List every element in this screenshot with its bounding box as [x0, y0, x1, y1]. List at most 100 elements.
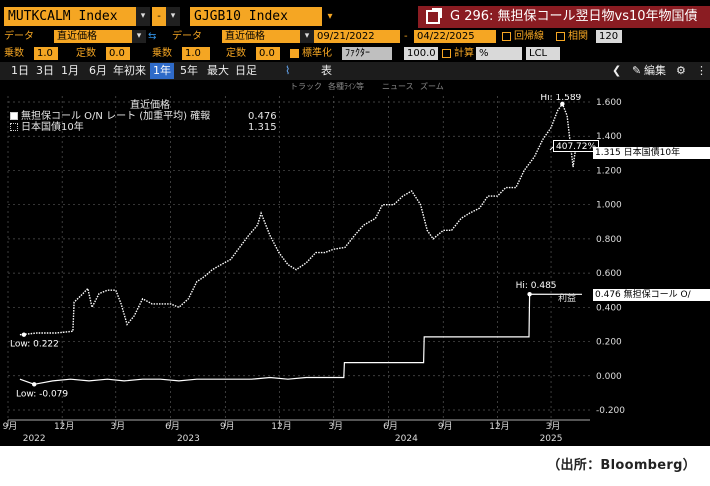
y-tick-label: 0.000: [596, 372, 622, 382]
period-button-5[interactable]: 1年: [150, 63, 174, 79]
y-tick-label: 1.400: [596, 132, 622, 142]
ticker1-input[interactable]: MUTKCALM Index: [4, 7, 136, 26]
jgb-hi-marker: [560, 101, 565, 107]
period-button-4[interactable]: 年初来: [113, 64, 146, 77]
period-button-2[interactable]: 1月: [61, 64, 79, 77]
gear-icon[interactable]: ⚙: [676, 64, 686, 77]
mult-label-2: 乗数: [152, 48, 172, 59]
factor-controls-row: 乗数 1.0 定数 0.0 乗数 1.0 定数 0.0 標準化 ﾌｧｸﾀｰ 10…: [0, 45, 710, 62]
const-input-2[interactable]: 0.0: [256, 47, 280, 60]
legend-value-jgb: 1.315: [248, 122, 277, 133]
y-tick-label: 0.600: [596, 269, 622, 279]
series-line-jgb: [19, 102, 583, 336]
data-select-1[interactable]: 直近価格: [54, 30, 132, 43]
more-icon[interactable]: ⋮: [696, 64, 707, 77]
y-tick-label: 0.200: [596, 338, 622, 348]
period-button-0[interactable]: 1日: [11, 64, 29, 77]
data-select-1-chevron-icon[interactable]: ▾: [132, 30, 146, 43]
legend-name-call: 無担保コール O/N レート (加重平均) 確報: [21, 111, 211, 122]
data-label-1: データ: [4, 31, 34, 42]
pct-change-tag: 407.72%: [553, 140, 600, 152]
bloomberg-terminal: MUTKCALM Index ▾ - ▾ GJGB10 Index ▾ G 29…: [0, 0, 710, 446]
jgb-hi-label: Hi: 1.589: [540, 94, 581, 103]
mult-input-1[interactable]: 1.0: [34, 47, 58, 60]
calc-label: 計算: [454, 48, 474, 59]
period-button-6[interactable]: 5年: [180, 64, 198, 77]
price-chart[interactable]: 1.600 1.400 1.200 1.000 0.800 0.600 0.400 0.200…: [0, 94, 710, 446]
data-select-2-chevron-icon[interactable]: ▾: [300, 30, 314, 43]
period-button-3[interactable]: 6月: [89, 64, 107, 77]
regression-checkbox[interactable]: [502, 32, 511, 41]
normalize-select[interactable]: ﾌｧｸﾀｰ: [342, 47, 392, 60]
source-note: （出所：Bloomberg）: [547, 458, 696, 473]
x-tick-label: 9月: [438, 421, 453, 432]
call-low-label: Low: -0.079: [16, 389, 68, 399]
x-tick-label: 3月: [110, 421, 125, 432]
normalize-value-input[interactable]: 100.0: [404, 47, 438, 60]
ticker1-dropdown-icon[interactable]: ▾: [136, 7, 150, 26]
ticker2-dropdown-icon[interactable]: ▾: [324, 7, 336, 26]
ticker2-input[interactable]: GJGB10 Index: [190, 7, 322, 26]
const-label-2: 定数: [226, 48, 246, 59]
call-hi-marker: [527, 291, 532, 297]
chart-legend: 直近価格 無担保コール O/N レート (加重平均) 確報 0.476 日本国債…: [10, 100, 277, 133]
year-label: 2023: [177, 434, 200, 444]
x-tick-label: 3月: [546, 421, 561, 432]
call-hi-label: Hi: 0.485: [516, 281, 557, 291]
period-button-8[interactable]: 日足: [235, 64, 257, 77]
chart-title: G 296: 無担保コール翌日物vs10年物国債: [450, 9, 698, 24]
correlation-period-input[interactable]: 120: [596, 30, 622, 43]
call-last-tag: 0.476 無担保コール O/: [593, 289, 710, 301]
rieki-label: 利益: [558, 294, 577, 304]
date-end-input[interactable]: 04/22/2025: [414, 30, 496, 43]
jgb-last-tag: 1.315 日本国債10年: [593, 147, 710, 159]
calc-select[interactable]: %: [476, 47, 522, 60]
normalize-checkbox[interactable]: [290, 49, 299, 58]
const-input-1[interactable]: 0.0: [106, 47, 130, 60]
correlation-checkbox[interactable]: [556, 32, 565, 41]
legend-swatch-jgb: [10, 123, 18, 131]
year-label: 2024: [395, 434, 418, 444]
table-button[interactable]: 表: [321, 64, 332, 77]
y-tick-label: -0.200: [596, 406, 625, 416]
period-button-1[interactable]: 3日: [36, 64, 54, 77]
date-separator: -: [404, 31, 408, 42]
call-low-marker: [31, 382, 37, 387]
x-tick-label: 12月: [271, 421, 291, 432]
year-label: 2025: [540, 434, 563, 444]
const-label-1: 定数: [76, 48, 96, 59]
x-tick-label: 3月: [328, 421, 343, 432]
mult-input-2[interactable]: 1.0: [182, 47, 210, 60]
ticker-bar: MUTKCALM Index ▾ - ▾ GJGB10 Index ▾ G 29…: [0, 0, 710, 28]
legend-value-call: 0.476: [248, 111, 277, 122]
data-controls-row: データ 直近価格 ▾ ⇆ データ 直近価格 ▾ 09/21/2022 - 04/…: [0, 28, 710, 45]
tool-news[interactable]: ニュース: [382, 82, 414, 91]
swap-icon[interactable]: ⇆: [148, 31, 157, 42]
y-tick-label: 1.600: [596, 98, 622, 108]
tool-lines[interactable]: 各種ﾗｲﾝ等: [328, 82, 364, 91]
ticker-sep[interactable]: -: [152, 7, 166, 26]
x-tick-label: 9月: [3, 421, 18, 432]
ticker-sep-dropdown-icon[interactable]: ▾: [166, 7, 180, 26]
normalize-label: 標準化: [302, 48, 332, 59]
lcl-select[interactable]: LCL: [526, 47, 560, 60]
edit-pencil-icon[interactable]: ✎: [632, 64, 642, 77]
tool-bar: トラック 各種ﾗｲﾝ等 ニュース ズーム: [0, 80, 710, 94]
x-tick-label: 12月: [54, 421, 74, 432]
legend-name-jgb: 日本国債10年: [21, 122, 84, 133]
x-tick-label: 6月: [383, 421, 398, 432]
edit-button[interactable]: 編集: [644, 64, 666, 77]
tool-zoom[interactable]: ズーム: [420, 82, 444, 91]
period-bar: ⌇ 表 ❮ ✎ 編集 ⚙ ⋮ 1日 3日 1月 6月 年初来 1年 5年 最大 日足: [0, 62, 710, 80]
data-select-2[interactable]: 直近価格: [222, 30, 300, 43]
period-button-7[interactable]: 最大: [207, 64, 229, 77]
tool-track[interactable]: トラック: [290, 82, 322, 91]
pct-tag-connector: [549, 146, 554, 151]
chart-type-icon[interactable]: ⌇: [285, 64, 291, 77]
x-tick-label: 9月: [220, 421, 235, 432]
date-start-input[interactable]: 09/21/2022: [314, 30, 400, 43]
chevron-left-icon[interactable]: ❮: [612, 64, 622, 77]
calc-checkbox[interactable]: [442, 49, 451, 58]
y-tick-label: 1.200: [596, 166, 622, 176]
export-icon[interactable]: [426, 8, 442, 24]
